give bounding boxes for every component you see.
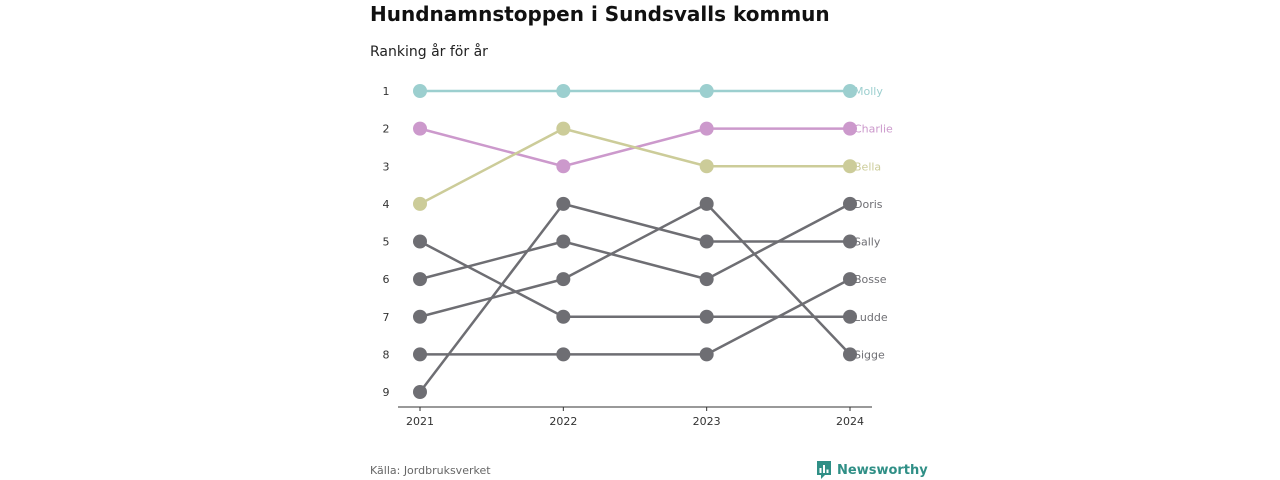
y-tick-label: 4 xyxy=(383,198,390,211)
data-point-bella xyxy=(413,196,427,211)
data-point-charlie xyxy=(843,121,857,136)
data-point-molly xyxy=(556,84,571,98)
series-label-molly: Molly xyxy=(854,85,883,98)
y-tick-label: 1 xyxy=(383,85,390,98)
x-tick-label: 2023 xyxy=(693,415,721,428)
chart-subtitle: Ranking år för år xyxy=(370,44,488,60)
x-tick-label: 2021 xyxy=(406,415,434,428)
y-tick-label: 2 xyxy=(383,123,390,136)
data-point-bosse xyxy=(413,347,427,362)
series-label-sally: Sally xyxy=(854,236,881,249)
y-tick-label: 6 xyxy=(383,273,390,286)
bar-chart-logo-icon xyxy=(817,461,831,479)
series-line-sally xyxy=(419,202,850,393)
series-label-bella: Bella xyxy=(854,160,881,173)
data-point-molly xyxy=(699,84,714,98)
series-label-bosse: Bosse xyxy=(854,273,887,286)
data-point-doris xyxy=(843,196,857,211)
data-point-sally xyxy=(699,234,714,249)
data-point-bosse xyxy=(843,272,857,287)
data-point-ludde xyxy=(699,309,714,324)
data-point-bella xyxy=(699,159,714,174)
data-point-ludde xyxy=(413,234,427,249)
data-point-charlie xyxy=(699,121,714,136)
brand-logo[interactable]: Newsworthy xyxy=(816,460,928,480)
data-point-bella xyxy=(843,159,857,174)
data-point-ludde xyxy=(843,309,857,324)
data-point-bella xyxy=(556,121,571,136)
data-point-sigge xyxy=(843,347,857,362)
data-point-bosse xyxy=(556,347,571,362)
series-line-sigge xyxy=(419,202,851,356)
data-point-doris xyxy=(413,272,427,287)
series-line-bella xyxy=(419,127,850,205)
data-point-molly xyxy=(413,84,427,98)
y-tick-label: 3 xyxy=(383,160,390,173)
data-point-sally xyxy=(556,196,571,211)
series-line-ludde xyxy=(419,240,850,318)
data-point-ludde xyxy=(556,309,571,324)
data-point-molly xyxy=(843,84,857,98)
data-point-sigge xyxy=(699,196,714,211)
data-point-sigge xyxy=(413,309,427,324)
data-point-sally xyxy=(843,234,857,249)
brand-name: Newsworthy xyxy=(837,462,928,478)
series-label-charlie: Charlie xyxy=(854,123,893,136)
y-tick-label: 8 xyxy=(383,348,390,361)
series-label-sigge: Sigge xyxy=(854,348,885,361)
y-tick-label: 5 xyxy=(383,236,390,249)
data-point-charlie xyxy=(556,159,571,174)
series-label-ludde: Ludde xyxy=(854,311,888,324)
data-point-sally xyxy=(413,385,427,399)
chart-title: Hundnamnstoppen i Sundsvalls kommun xyxy=(370,2,830,26)
x-tick-label: 2024 xyxy=(836,415,864,428)
series-label-doris: Doris xyxy=(854,198,883,211)
data-point-charlie xyxy=(413,121,427,136)
x-tick-label: 2022 xyxy=(549,415,577,428)
source-note: Källa: Jordbruksverket xyxy=(370,464,491,477)
data-point-doris xyxy=(699,272,714,287)
data-point-sigge xyxy=(556,272,571,287)
data-point-doris xyxy=(556,234,571,249)
data-point-bosse xyxy=(699,347,714,362)
y-tick-label: 7 xyxy=(383,311,390,324)
y-tick-label: 9 xyxy=(383,386,390,399)
